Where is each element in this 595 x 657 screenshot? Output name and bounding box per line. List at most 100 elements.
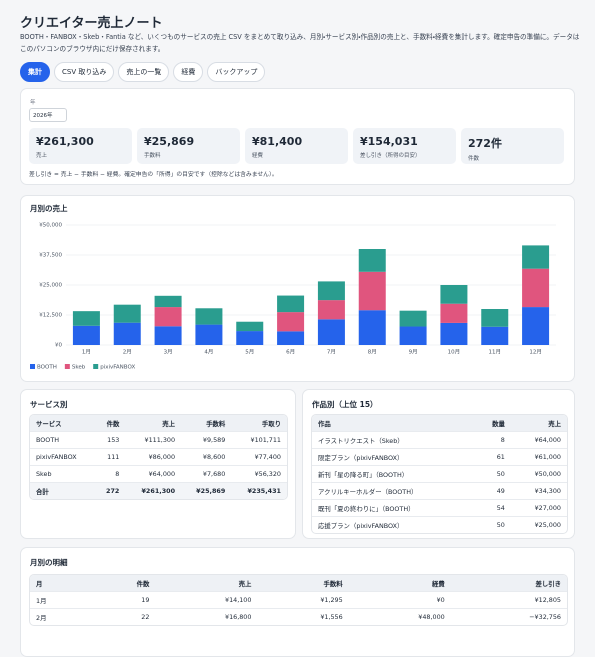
legend-swatch — [93, 364, 99, 369]
cell: ¥25,000 — [510, 516, 567, 533]
header-row: 作品 数量 売上 — [312, 415, 567, 432]
cell: ¥34,300 — [510, 482, 567, 500]
cell: ¥86,000 — [125, 448, 182, 466]
table-row: 2月 22 ¥16,800 ¥1,556 ¥48,000 −¥32,756 — [30, 608, 567, 625]
tab-bar: 集計 CSV 取り込み 売上の一覧 経費 バックアップ — [20, 62, 266, 82]
cell: 2月 — [30, 608, 90, 625]
bar-segment — [113, 322, 141, 345]
stat-label: 売上 — [36, 153, 48, 159]
table-row: 合計 272 ¥261,300 ¥25,869 ¥235,431 — [30, 482, 287, 499]
stat-value: ¥25,869 — [144, 135, 195, 148]
table-row: BOOTH 153 ¥111,300 ¥9,589 ¥101,711 — [30, 431, 287, 449]
chart-card: 月別の売上 ¥0 ¥12,500 ¥25,000 ¥37,500 ¥50,000 1月 2月… — [20, 195, 575, 382]
tab[interactable]: 売上の一覧 — [118, 62, 170, 82]
y-tick-label: ¥0 — [55, 343, 62, 349]
chart: 月別の売上 ¥0 ¥12,500 ¥25,000 ¥37,500 ¥50,000 1月 2月… — [29, 203, 556, 371]
cell: 既刊「夏の終わりに」（BOOTH） — [312, 499, 475, 517]
table-row: pixivFANBOX 111 ¥86,000 ¥8,600 ¥77,400 — [30, 448, 287, 466]
bar-segment — [481, 326, 509, 345]
year-label: 年 — [30, 100, 36, 106]
monthly-table: 月件数 売上 手数料 経費 差し引き 1月 19 ¥14,100 ¥1,295 ¥0 ¥12,805… — [29, 574, 568, 626]
table: 作品 数量 売上 イラストリクエスト（Skeb） 8 ¥64,000 限定プラン（pixiv… — [312, 415, 567, 533]
x-tick-label: 5月 — [245, 349, 254, 356]
cell: 50 — [474, 465, 511, 483]
table-row: アクリルキーホルダー（BOOTH） 49 ¥34,300 — [312, 482, 567, 500]
card-title: 月別の明細 — [30, 558, 68, 567]
app-title: クリエイター売上ノート — [20, 16, 163, 31]
card-title: サービス別 — [30, 400, 68, 409]
stat-value: ¥81,400 — [252, 135, 303, 148]
column-header: 手数料 — [181, 415, 232, 432]
cell: ¥48,000 — [348, 608, 451, 625]
bar-segment — [72, 311, 100, 326]
stat-label: 差し引き（所得の目安） — [360, 153, 421, 159]
header-row: 月件数 売上 手数料 経費 差し引き — [30, 575, 567, 592]
cell: ¥0 — [348, 591, 451, 609]
cell: 限定プラン（pixivFANBOX） — [312, 448, 475, 466]
page: クリエイター売上ノート BOOTH・FANBOX・Skeb・Fantia など、… — [20, 16, 580, 657]
column-header: 作品 — [312, 415, 475, 432]
cell: ¥50,000 — [510, 465, 567, 483]
bar-segment — [154, 307, 182, 327]
x-tick-label: 8月 — [368, 349, 377, 356]
bar-segment — [236, 331, 264, 345]
cell: 153 — [94, 431, 126, 449]
bar-segment — [317, 281, 345, 301]
legend-label: BOOTH — [37, 365, 57, 371]
cell: Skeb — [30, 465, 95, 483]
bar-segment — [317, 300, 345, 320]
services-table: サービス 件数 売上 手数料 手取り BOOTH 153 ¥111,300 ¥9,589 ¥101… — [29, 414, 288, 500]
stat-box: ¥261,300 売上 — [29, 128, 132, 164]
cell: 54 — [474, 499, 511, 517]
bar-segment — [195, 324, 223, 345]
bar-segment — [154, 295, 182, 308]
tab[interactable]: 経費 — [173, 62, 204, 82]
cell: ¥77,400 — [231, 448, 287, 466]
x-tick-label: 10月 — [448, 349, 461, 356]
cell: pixivFANBOX — [30, 448, 95, 466]
bar-segment — [72, 325, 100, 345]
stats: ¥261,300 売上 ¥25,869 手数料 ¥81,400 経費 ¥154,031 差し引… — [29, 128, 564, 164]
year-select[interactable]: 2026年 — [29, 108, 67, 122]
works-card: 作品別（上位 15） 作品 数量 売上 イラストリクエスト（Skeb） 8 ¥64,000… — [302, 389, 575, 539]
cell: 応援プラン（pixivFANBOX） — [312, 516, 475, 533]
table: 月件数 売上 手数料 経費 差し引き 1月 19 ¥14,100 ¥1,295 ¥0 ¥12,805… — [30, 575, 567, 625]
cell: 8 — [94, 465, 126, 483]
tab[interactable]: バックアップ — [207, 62, 266, 82]
card-title: 作品別（上位 15） — [312, 400, 378, 409]
cell: 272 — [94, 482, 126, 499]
bar-segment — [113, 304, 141, 323]
x-tick-label: 3月 — [164, 349, 173, 356]
y-tick-label: ¥50,000 — [39, 223, 62, 229]
table-row: 限定プラン（pixivFANBOX） 61 ¥61,000 — [312, 448, 567, 466]
cell: ¥64,000 — [125, 465, 182, 483]
column-header: 手取り — [231, 415, 287, 432]
x-tick-label: 6月 — [286, 349, 295, 356]
legend-label: pixivFANBOX — [100, 365, 135, 371]
stat-value: ¥261,300 — [36, 135, 94, 148]
bar-segment — [358, 271, 386, 311]
bar-segment — [236, 321, 264, 332]
cell: ¥14,100 — [155, 591, 258, 609]
y-tick-label: ¥37,500 — [39, 253, 62, 259]
tab[interactable]: 集計 — [20, 62, 50, 82]
bar-segment — [522, 307, 550, 345]
legend-swatch — [30, 364, 35, 369]
bar-segment — [440, 303, 468, 323]
bar-segment — [277, 331, 305, 345]
legend-swatch — [64, 364, 70, 369]
column-header: 経費 — [348, 575, 451, 592]
column-header: 売上 — [510, 415, 567, 432]
cell: 50 — [474, 516, 511, 533]
table-row: 1月 19 ¥14,100 ¥1,295 ¥0 ¥12,805 — [30, 591, 567, 609]
tab[interactable]: CSV 取り込み — [54, 62, 115, 82]
bar-segment — [317, 319, 345, 345]
bar-segment — [358, 249, 386, 272]
table-row: Skeb 8 ¥64,000 ¥7,680 ¥56,320 — [30, 465, 287, 483]
cell: ¥1,556 — [257, 608, 349, 625]
column-header: 数量 — [474, 415, 511, 432]
table-row: イラストリクエスト（Skeb） 8 ¥64,000 — [312, 431, 567, 449]
cell: 合計 — [30, 482, 95, 499]
cell: −¥32,756 — [450, 608, 567, 625]
table: サービス 件数 売上 手数料 手取り BOOTH 153 ¥111,300 ¥9,589 ¥101… — [30, 415, 287, 499]
